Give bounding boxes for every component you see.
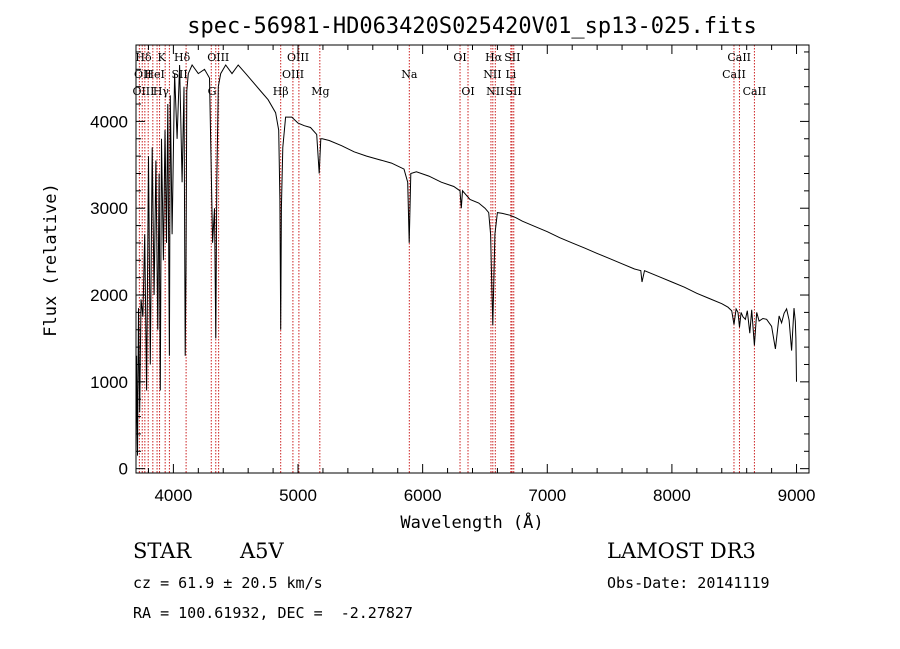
line-markers	[138, 45, 755, 473]
x-axis-label: Wavelength (Å)	[400, 511, 543, 533]
chart-title: spec-56981-HD063420S025420V01_sp13-025.f…	[187, 14, 757, 39]
object-class: STAR	[133, 539, 192, 563]
line-label: OII	[134, 68, 152, 81]
line-label: SII	[504, 51, 520, 64]
line-label: Hδ	[174, 51, 191, 64]
line-label: Hβ	[273, 85, 289, 98]
spectrum-series	[135, 63, 797, 456]
plot-frame	[135, 44, 810, 474]
y-tick-label: 4000	[90, 112, 128, 131]
line-label: Hδ	[135, 51, 152, 64]
line-label: CaII	[722, 68, 746, 81]
y-tick-label: 1000	[90, 373, 128, 392]
line-label: SII	[506, 85, 522, 98]
line-label: Li	[505, 68, 516, 81]
survey-name: LAMOST DR3	[607, 539, 756, 563]
x-tick-label: 4000	[154, 486, 192, 505]
line-label: CaII	[727, 51, 751, 64]
line-label: Hα	[485, 51, 503, 64]
x-tick-label: 6000	[404, 486, 442, 505]
line-label: CaII	[743, 85, 767, 98]
object-subclass: A5V	[240, 539, 284, 563]
redshift-cz: cz = 61.9 ± 20.5 km/s	[133, 574, 323, 592]
line-label: OI	[453, 51, 466, 64]
x-tick-label: 5000	[279, 486, 317, 505]
line-label: Na	[401, 68, 418, 81]
line-label: Hγ	[153, 85, 170, 98]
y-tick-label: 3000	[90, 199, 128, 218]
line-label: Mg	[311, 85, 329, 98]
obs-date: Obs-Date: 20141119	[607, 574, 770, 592]
x-tick-label: 8000	[653, 486, 691, 505]
line-label: NII	[486, 85, 504, 98]
line-label: SII	[172, 68, 188, 81]
x-axis: 4000 5000 6000 7000 8000 9000	[147, 45, 816, 505]
line-label: NII	[483, 68, 501, 81]
x-tick-label: 9000	[778, 486, 816, 505]
line-label: OIII	[282, 68, 304, 81]
coordinates: RA = 100.61932, DEC = -2.27827	[133, 604, 413, 622]
line-label: G	[208, 85, 217, 98]
line-label: HeI	[144, 68, 164, 81]
y-axis-label: Flux (relative)	[41, 183, 61, 337]
line-label: OIII	[287, 51, 309, 64]
line-label: OIII	[207, 51, 229, 64]
line-label: OIII	[132, 85, 154, 98]
y-tick-label: 0	[119, 460, 128, 479]
y-axis: 0 1000 2000 3000 4000	[90, 51, 809, 479]
line-label: OI	[461, 85, 474, 98]
y-tick-label: 2000	[90, 286, 128, 305]
line-label: K	[157, 51, 166, 64]
x-tick-label: 7000	[528, 486, 566, 505]
